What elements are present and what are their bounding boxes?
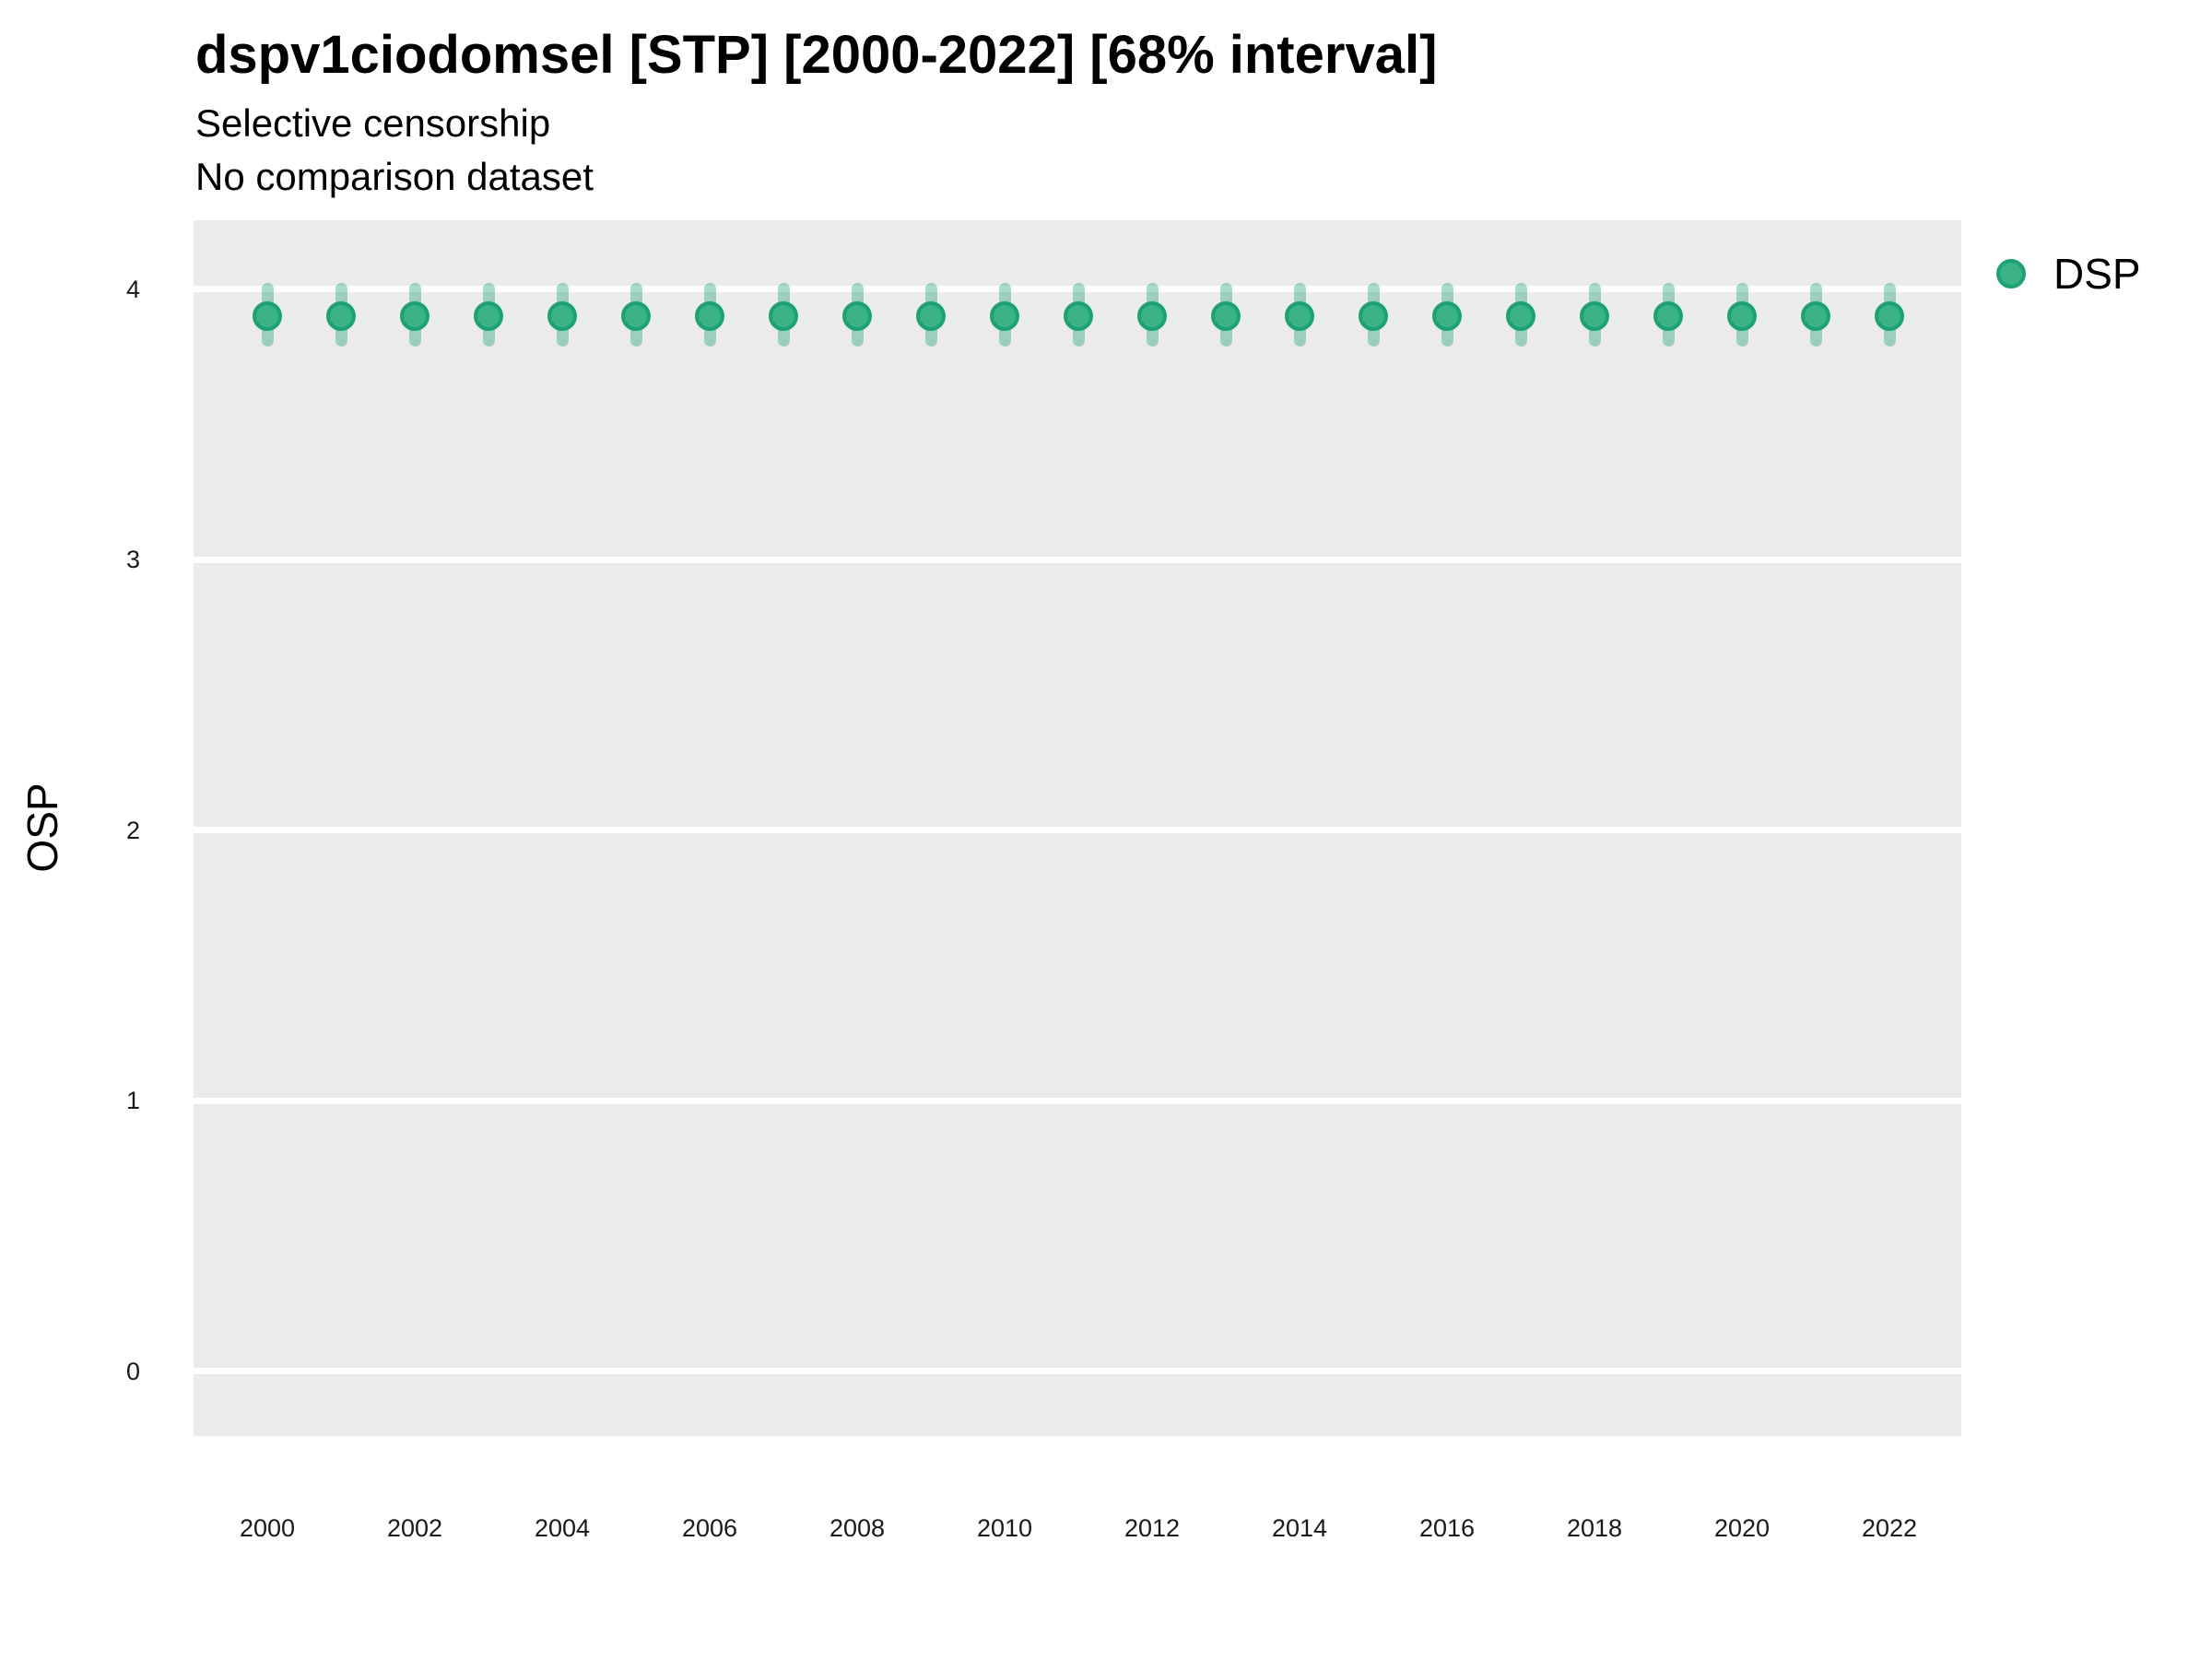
data-point-2018	[1580, 300, 1609, 331]
chart-subtitle-censorship: Selective censorship	[195, 101, 551, 145]
plot-panel	[194, 220, 1961, 1436]
y-tick-label-1: 1	[125, 1087, 140, 1114]
legend-series-label: DSP	[2053, 250, 2141, 298]
y-tick-label-2: 2	[125, 816, 140, 844]
gridline-y-4	[194, 286, 1961, 292]
data-point-2013	[1211, 300, 1241, 331]
y-tick-label-4: 4	[125, 275, 140, 303]
data-point-2021	[1801, 300, 1830, 331]
gridline-y-1	[194, 1097, 1961, 1104]
x-tick-label-2006: 2006	[681, 1514, 738, 1542]
gridline-y-0	[194, 1368, 1961, 1374]
data-point-2009	[916, 300, 946, 331]
x-tick-label-2008: 2008	[829, 1514, 886, 1542]
y-tick-label-3: 3	[125, 546, 140, 573]
data-point-2001	[326, 300, 356, 331]
x-tick-label-2016: 2016	[1418, 1514, 1476, 1542]
data-point-2010	[990, 300, 1019, 331]
data-point-2006	[695, 300, 724, 331]
data-point-2007	[769, 300, 798, 331]
chart-subtitle-comparison: No comparison dataset	[195, 155, 594, 198]
data-point-2000	[253, 300, 282, 331]
x-tick-label-2004: 2004	[534, 1514, 591, 1542]
x-tick-label-2018: 2018	[1566, 1514, 1623, 1542]
x-tick-label-2012: 2012	[1124, 1514, 1181, 1542]
data-point-2022	[1875, 300, 1904, 331]
data-point-2012	[1137, 300, 1167, 331]
data-point-2017	[1506, 300, 1535, 331]
legend-key-dot-icon	[1996, 259, 2026, 288]
data-point-2004	[547, 300, 577, 331]
chart-title: dspv1ciodomsel [STP] [2000-2022] [68% in…	[195, 25, 1438, 85]
data-point-2002	[400, 300, 429, 331]
y-tick-label-0: 0	[125, 1357, 140, 1385]
data-point-2015	[1359, 300, 1388, 331]
x-tick-label-2010: 2010	[976, 1514, 1033, 1542]
x-tick-label-2002: 2002	[386, 1514, 443, 1542]
data-point-2003	[474, 300, 503, 331]
data-point-2016	[1432, 300, 1462, 331]
x-tick-label-2000: 2000	[239, 1514, 296, 1542]
data-point-2008	[842, 300, 872, 331]
data-point-2019	[1653, 300, 1683, 331]
data-point-2020	[1727, 300, 1757, 331]
x-tick-label-2020: 2020	[1713, 1514, 1771, 1542]
gridline-y-2	[194, 827, 1961, 833]
data-point-2005	[621, 300, 651, 331]
x-tick-label-2022: 2022	[1861, 1514, 1918, 1542]
data-point-2014	[1285, 300, 1314, 331]
gridline-y-3	[194, 556, 1961, 563]
legend: DSP	[1991, 249, 2212, 304]
x-tick-label-2014: 2014	[1271, 1514, 1328, 1542]
data-point-2011	[1064, 300, 1093, 331]
